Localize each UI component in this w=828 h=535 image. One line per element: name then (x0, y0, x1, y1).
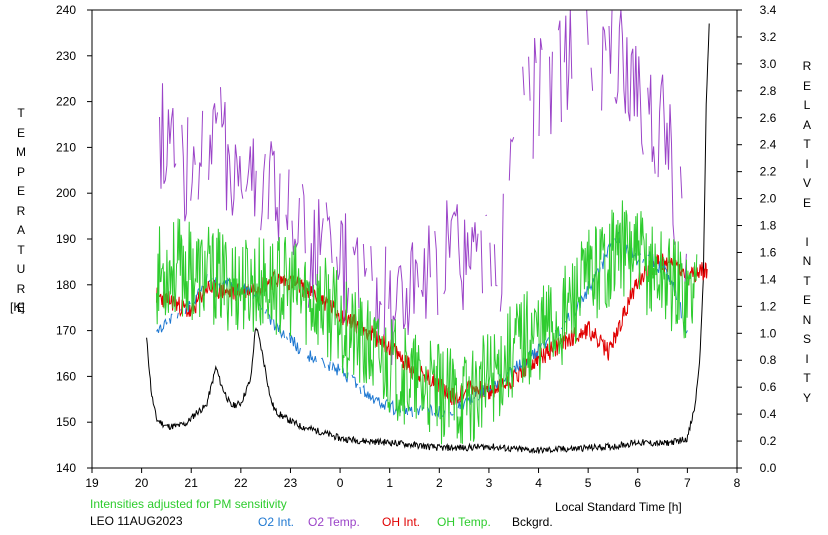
x-tick-label: 20 (135, 476, 149, 490)
x-tick-label: 6 (634, 476, 641, 490)
axis-title-letter: U (16, 262, 26, 276)
y-right-tick-label: 2.4 (760, 138, 777, 152)
series-line-oh-temp (156, 200, 698, 445)
x-tick-label: 4 (535, 476, 542, 490)
y-right-tick-label: 0.2 (760, 434, 777, 448)
axis-title-letter: A (802, 117, 811, 132)
x-tick-label: 0 (337, 476, 344, 490)
axis-title-letter: E (16, 301, 25, 315)
y-right-tick-label: 1.2 (760, 299, 777, 313)
y-left-tick-label: 240 (56, 3, 76, 17)
x-tick-label: 7 (684, 476, 691, 490)
y-left-tick-label: 180 (56, 278, 76, 292)
plot-frame (91, 9, 738, 469)
axis-title-letter: R (16, 203, 26, 218)
axis-title-letter: E (16, 184, 25, 198)
x-tick-label: 3 (486, 476, 493, 490)
axis-title-letter: T (803, 137, 811, 151)
axis-title-letter: R (802, 59, 812, 73)
y-left-tick-label: 200 (56, 186, 76, 200)
y-left-tick-label: 170 (56, 324, 76, 338)
y-right-tick-label: 0.4 (760, 407, 777, 421)
axis-title-letter: I (805, 351, 809, 366)
axis-title-letter: T (17, 242, 25, 257)
y-right-tick-label: 0.6 (760, 380, 777, 394)
series-line-o2-temp (159, 9, 687, 366)
legend-oh-int: OH Int. (382, 515, 421, 529)
x-tick-label: 19 (85, 476, 99, 490)
axis-title-letter: T (17, 106, 25, 120)
axis-title-letter: N (802, 254, 812, 268)
axis-title-letter: V (802, 176, 811, 190)
axis-title-letter: M (16, 145, 26, 159)
legend-bckgrd: Bckgrd. (512, 515, 553, 529)
y-left-tick-label: 160 (56, 369, 76, 383)
y-left-tick-label: 230 (56, 49, 76, 63)
y-right-tick-label: 0.8 (760, 353, 777, 367)
y-right-tick-label: 3.2 (760, 30, 777, 44)
x-tick-label: 8 (734, 476, 741, 490)
y-right-tick-label: 3.4 (760, 3, 777, 17)
x-tick-label: 5 (585, 476, 592, 490)
axis-title-letter: R (16, 281, 26, 296)
y-left-tick-label: 150 (56, 415, 76, 429)
axis-title-letter: T (803, 273, 811, 288)
x-tick-label: 22 (234, 476, 248, 490)
x-tick-label: 1 (386, 476, 393, 490)
series-line-bckgrd (146, 23, 710, 454)
y-left-tick-label: 210 (56, 140, 76, 154)
x-tick-label: 2 (436, 476, 443, 490)
y-left-tick-label: 220 (56, 95, 76, 109)
axis-title-letter: E (802, 293, 811, 307)
legend-o2-temp: O2 Temp. (308, 515, 360, 529)
y-right-tick-label: 1.8 (760, 219, 777, 233)
axis-title-letter: E (16, 125, 25, 140)
x-tick-label: 21 (185, 476, 199, 490)
y-left-tick-label: 140 (56, 461, 76, 475)
axis-title-letter: E (802, 195, 811, 210)
axis-title-letter: S (802, 332, 811, 346)
sensitivity-note: Intensities adjusted for PM sensitivity (90, 497, 287, 511)
y-right-tick-label: 2.2 (760, 165, 777, 179)
y-right-tick-label: 0.0 (760, 461, 777, 475)
axis-title-letter (800, 213, 814, 233)
y-right-tick-label: 2.8 (760, 84, 777, 98)
y-right-tick-label: 1.6 (760, 245, 777, 259)
y-right-tick-label: 1.0 (760, 326, 777, 340)
station-label: LEO 11AUG2023 (90, 514, 183, 528)
x-tick-label: 23 (284, 476, 298, 490)
legend-o2-int: O2 Int. (258, 515, 295, 529)
x-axis-title: Local Standard Time [h] (555, 500, 682, 514)
axis-title-letter: I (805, 234, 809, 249)
axis-title-letter: Y (802, 390, 811, 405)
axis-title-letter: L (803, 98, 811, 112)
axis-title-letter: T (803, 371, 811, 385)
axis-title-letter: A (16, 223, 25, 237)
y-left-axis-unit: [K] (10, 300, 25, 314)
y-left-tick-label: 190 (56, 232, 76, 246)
legend-oh-temp: OH Temp. (437, 515, 491, 529)
axis-title-letter: N (802, 312, 812, 327)
axis-title-letter: E (802, 78, 811, 93)
axis-title-letter: P (16, 164, 25, 179)
y-right-tick-label: 1.4 (760, 272, 777, 286)
axis-title-letter: I (805, 156, 809, 171)
y-right-tick-label: 3.0 (760, 57, 777, 71)
y-right-tick-label: 2.6 (760, 111, 777, 125)
y-right-tick-label: 2.0 (760, 192, 777, 206)
